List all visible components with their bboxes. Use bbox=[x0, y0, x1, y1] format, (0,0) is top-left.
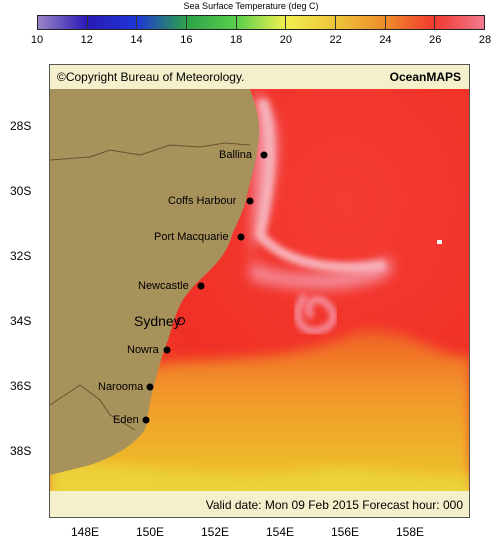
city-marker bbox=[260, 151, 268, 159]
colorbar-segment bbox=[385, 16, 436, 29]
colorbar-segment bbox=[137, 16, 188, 29]
map-header-bar: ©Copyright Bureau of Meteorology. OceanM… bbox=[50, 65, 469, 89]
city-marker bbox=[237, 233, 245, 241]
city-marker bbox=[177, 317, 185, 325]
lat-label: 32S bbox=[10, 249, 32, 263]
sst-map bbox=[50, 65, 469, 517]
city-marker bbox=[142, 416, 150, 424]
lon-label: 148E bbox=[70, 525, 100, 539]
city-label: Narooma bbox=[98, 381, 144, 393]
brand-logo: OceanMAPS bbox=[389, 70, 461, 84]
colorbar-tick-label: 24 bbox=[379, 34, 392, 46]
lon-label: 158E bbox=[395, 525, 425, 539]
colorbar-tick-label: 28 bbox=[478, 34, 492, 46]
city-marker bbox=[197, 282, 205, 290]
copyright-text: ©Copyright Bureau of Meteorology. bbox=[57, 70, 245, 84]
colorbar-tick-label: 22 bbox=[329, 34, 342, 46]
lon-label: 154E bbox=[265, 525, 295, 539]
colorbar-tick-label: 10 bbox=[30, 34, 44, 46]
colorbar-segment bbox=[187, 16, 237, 29]
colorbar-segment bbox=[38, 16, 88, 29]
colorbar-tick-label: 14 bbox=[130, 34, 143, 46]
lon-label: 152E bbox=[200, 525, 230, 539]
colorbar-tick-label: 26 bbox=[429, 34, 442, 46]
colorbar-segment bbox=[87, 16, 138, 29]
lat-label: 30S bbox=[10, 184, 32, 198]
city-label: Port Macquarie bbox=[154, 231, 229, 243]
lat-label: 36S bbox=[10, 379, 32, 393]
city-marker bbox=[163, 346, 171, 354]
map-panel: ©Copyright Bureau of Meteorology. OceanM… bbox=[49, 64, 470, 518]
colorbar-segment bbox=[236, 16, 287, 29]
colorbar-tick-label: 16 bbox=[180, 34, 193, 46]
city-label: Coffs Harbour bbox=[168, 195, 237, 207]
colorbar-segment bbox=[336, 16, 386, 29]
city-label: Nowra bbox=[127, 344, 159, 356]
city-marker bbox=[246, 197, 254, 205]
city-marker bbox=[146, 383, 154, 391]
colorbar-tick-label: 12 bbox=[80, 34, 93, 46]
city-label: Eden bbox=[113, 414, 139, 426]
lat-label: 34S bbox=[10, 314, 32, 328]
lon-label: 150E bbox=[135, 525, 165, 539]
colorbar-tick-label: 18 bbox=[229, 34, 243, 46]
map-footer-bar: Valid date: Mon 09 Feb 2015 Forecast hou… bbox=[50, 491, 469, 517]
city-label: Sydney bbox=[134, 313, 181, 329]
colorbar bbox=[37, 15, 485, 30]
lat-label: 28S bbox=[10, 119, 32, 133]
city-label: Newcastle bbox=[138, 280, 189, 292]
colorbar-segment bbox=[286, 16, 337, 29]
colorbar-title: Sea Surface Temperature (deg C) bbox=[183, 1, 319, 11]
city-label: Ballina bbox=[219, 149, 253, 161]
lon-label: 156E bbox=[330, 525, 360, 539]
lat-label: 38S bbox=[10, 444, 32, 458]
colorbar-segment bbox=[435, 16, 485, 29]
colorbar-tick-label: 20 bbox=[279, 34, 292, 46]
valid-date-text: Valid date: Mon 09 Feb 2015 Forecast hou… bbox=[205, 498, 463, 512]
